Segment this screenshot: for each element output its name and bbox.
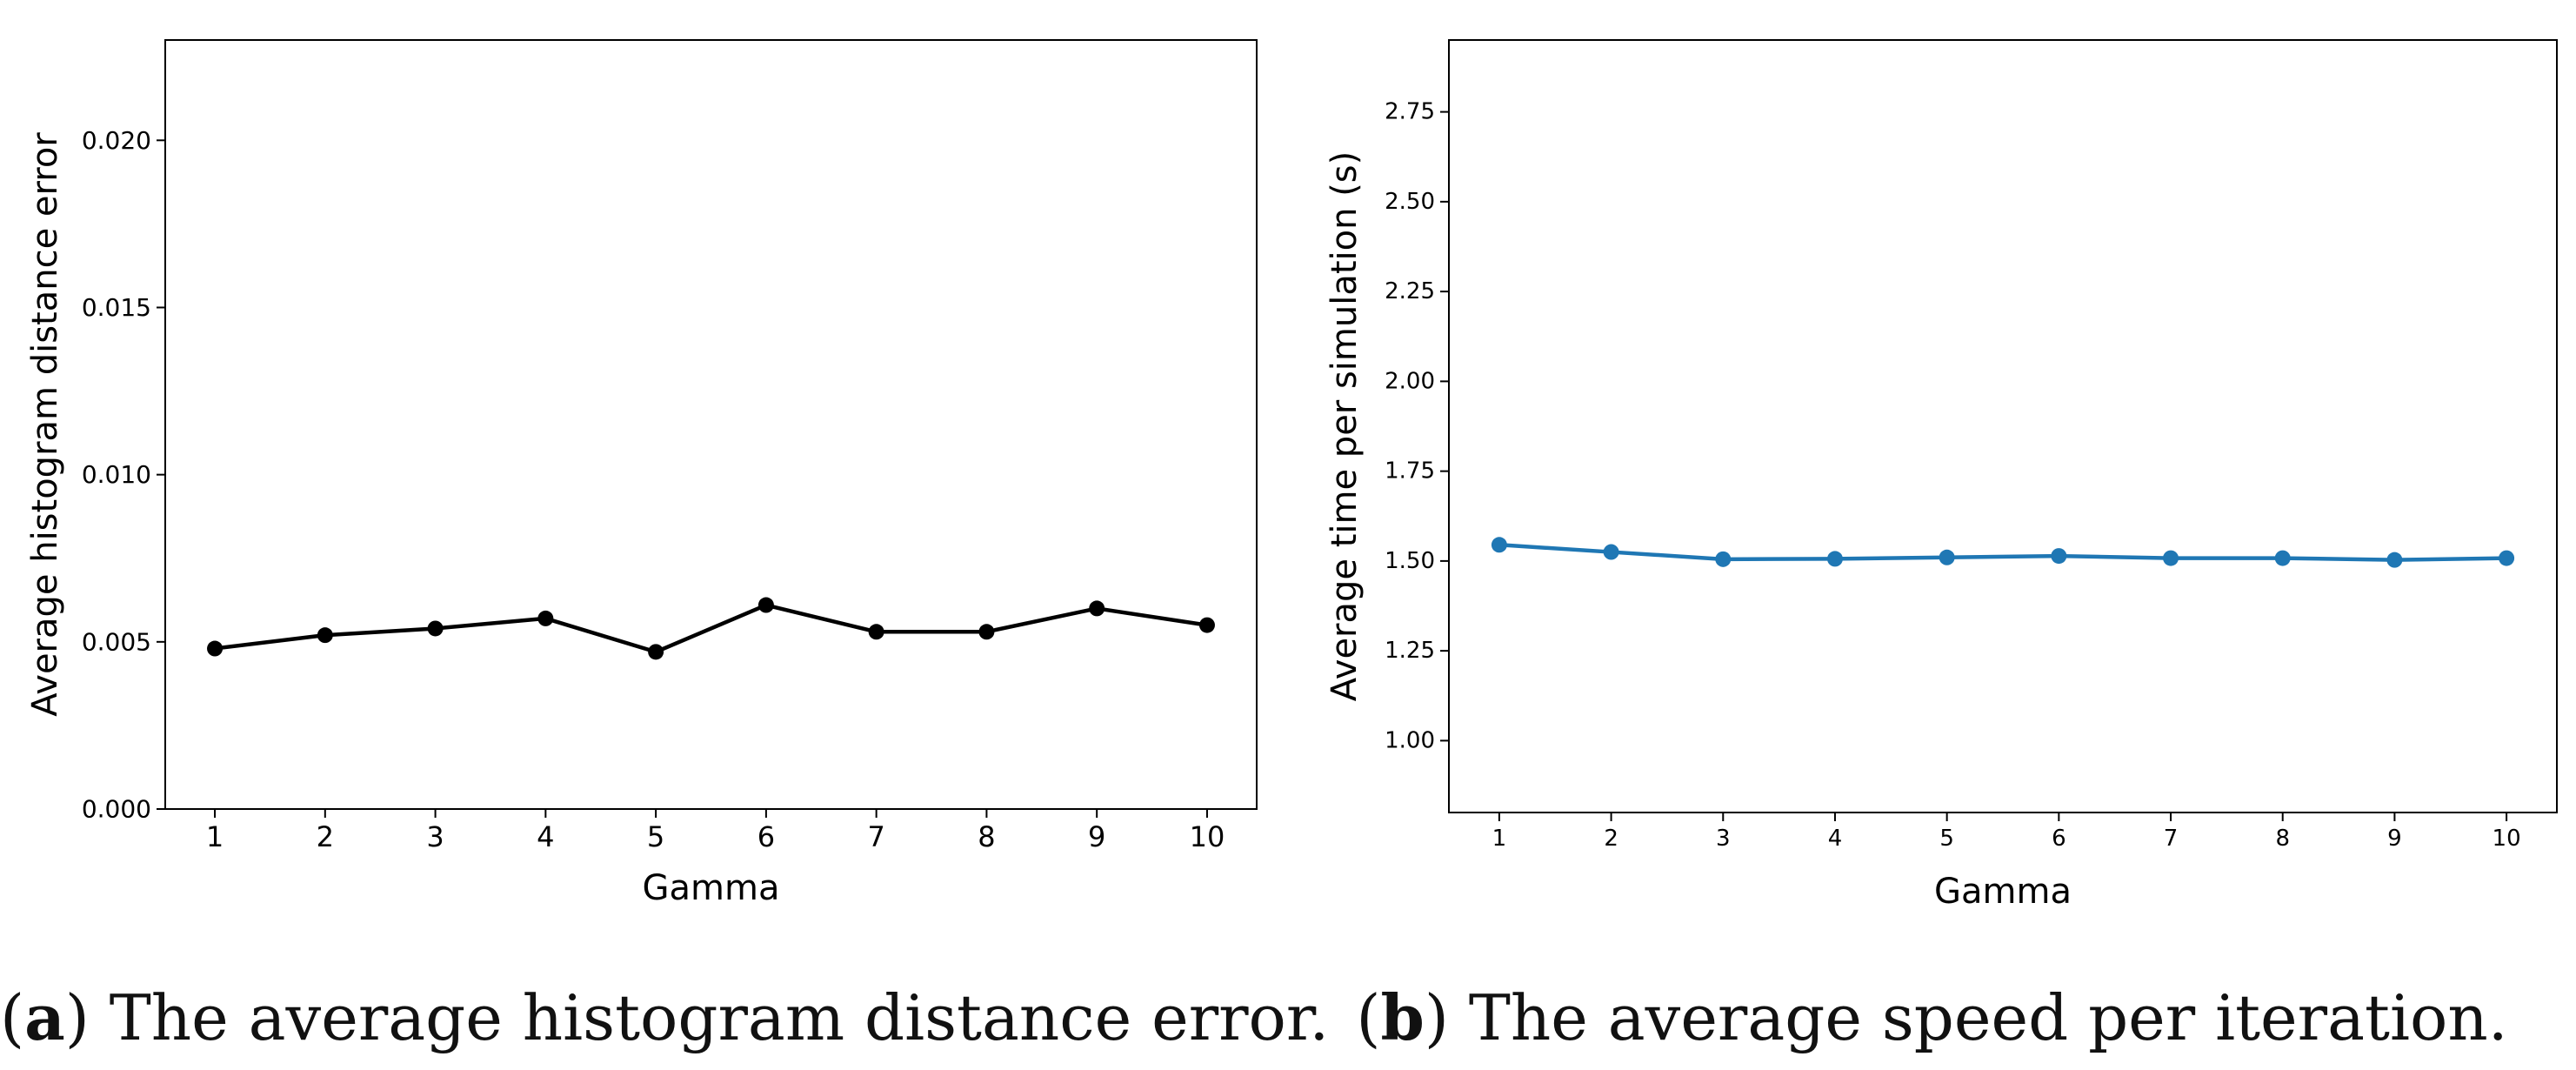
x-tick-label: 10 — [1190, 820, 1225, 853]
data-point — [1198, 617, 1215, 633]
data-point — [2163, 550, 2179, 566]
x-tick-label: 9 — [2387, 826, 2402, 852]
x-tick-label: 3 — [1716, 826, 1731, 852]
x-tick-label: 5 — [647, 820, 664, 853]
x-tick-label: 3 — [426, 820, 444, 853]
y-tick-label: 0.020 — [82, 126, 151, 155]
data-point — [1939, 549, 1955, 565]
data-point — [2499, 550, 2515, 566]
data-point — [757, 597, 774, 613]
data-point — [978, 624, 995, 640]
x-tick-label: 6 — [2052, 826, 2066, 852]
data-point — [648, 644, 664, 660]
data-point — [1603, 544, 1619, 560]
x-tick-label: 1 — [206, 820, 224, 853]
y-tick-label: 0.000 — [82, 795, 151, 824]
data-point — [2051, 548, 2067, 565]
data-point — [537, 610, 554, 626]
y-axis-label: Average histogram distance error — [25, 132, 65, 717]
chart-b: 1.00 1.25 1.50 1.75 2.00 2.25 2.50 2.75 1 2 3 4 5 6 7 8… — [1325, 39, 2558, 912]
data-point — [868, 624, 884, 640]
x-tick-label: 7 — [867, 820, 884, 853]
series-line — [214, 603, 1208, 654]
caption-b: (b) The average speed per iteration. — [1356, 980, 2508, 1054]
data-point — [1715, 551, 1732, 567]
y-tick-label: 1.25 — [1385, 638, 1435, 664]
y-tick-label: 0.005 — [82, 627, 151, 656]
x-axis-label: Gamma — [1934, 872, 2072, 912]
x-tick-label: 4 — [537, 820, 554, 853]
caption-a: (a) The average histogram distance error… — [0, 980, 1330, 1054]
y-tick-label: 1.50 — [1385, 548, 1435, 574]
caption-a-letter: a — [24, 980, 65, 1054]
x-tick-label: 8 — [2275, 826, 2290, 852]
y-axis-label: Average time per simulation (s) — [1325, 151, 1365, 702]
data-point — [1089, 600, 1105, 617]
data-point — [2386, 552, 2403, 568]
data-point — [1491, 537, 1507, 553]
x-tick-label: 4 — [1828, 826, 1843, 852]
x-tick-label: 1 — [1492, 826, 1507, 852]
x-tick-label: 2 — [1604, 826, 1618, 852]
caption-b-text: The average speed per iteration. — [1448, 981, 2508, 1054]
y-tick-label: 2.50 — [1385, 189, 1435, 215]
x-tick-label: 6 — [757, 820, 775, 853]
y-tick-label: 1.00 — [1385, 727, 1435, 753]
y-tick-label: 2.25 — [1385, 278, 1435, 304]
series-line — [1498, 543, 2507, 562]
caption-a-text: The average histogram distance error. — [89, 981, 1330, 1054]
x-tick-label: 5 — [1939, 826, 1954, 852]
y-tick-label: 0.015 — [82, 293, 151, 322]
data-point — [2274, 550, 2291, 566]
x-tick-label: 2 — [317, 820, 334, 853]
y-tick-label: 2.75 — [1385, 99, 1435, 125]
caption-b-letter: b — [1380, 980, 1425, 1054]
x-axis-label: Gamma — [643, 868, 780, 908]
data-point — [1826, 551, 1843, 567]
data-point — [207, 640, 224, 657]
plot-frame — [164, 39, 1258, 810]
plot-frame — [1448, 39, 2558, 813]
x-tick-label: 9 — [1088, 820, 1105, 853]
y-tick-label: 0.010 — [82, 460, 151, 489]
x-tick-label: 10 — [2493, 826, 2521, 852]
y-tick-label: 1.75 — [1385, 458, 1435, 485]
y-tick-label: 2.00 — [1385, 368, 1435, 394]
chart-a: 0.000 0.005 0.010 0.015 0.020 1 2 3 4 5 6 7 8 9 10 Gamm… — [25, 39, 1258, 908]
data-point — [427, 620, 444, 637]
x-tick-label: 8 — [978, 820, 995, 853]
data-point — [317, 627, 333, 644]
x-tick-label: 7 — [2164, 826, 2179, 852]
